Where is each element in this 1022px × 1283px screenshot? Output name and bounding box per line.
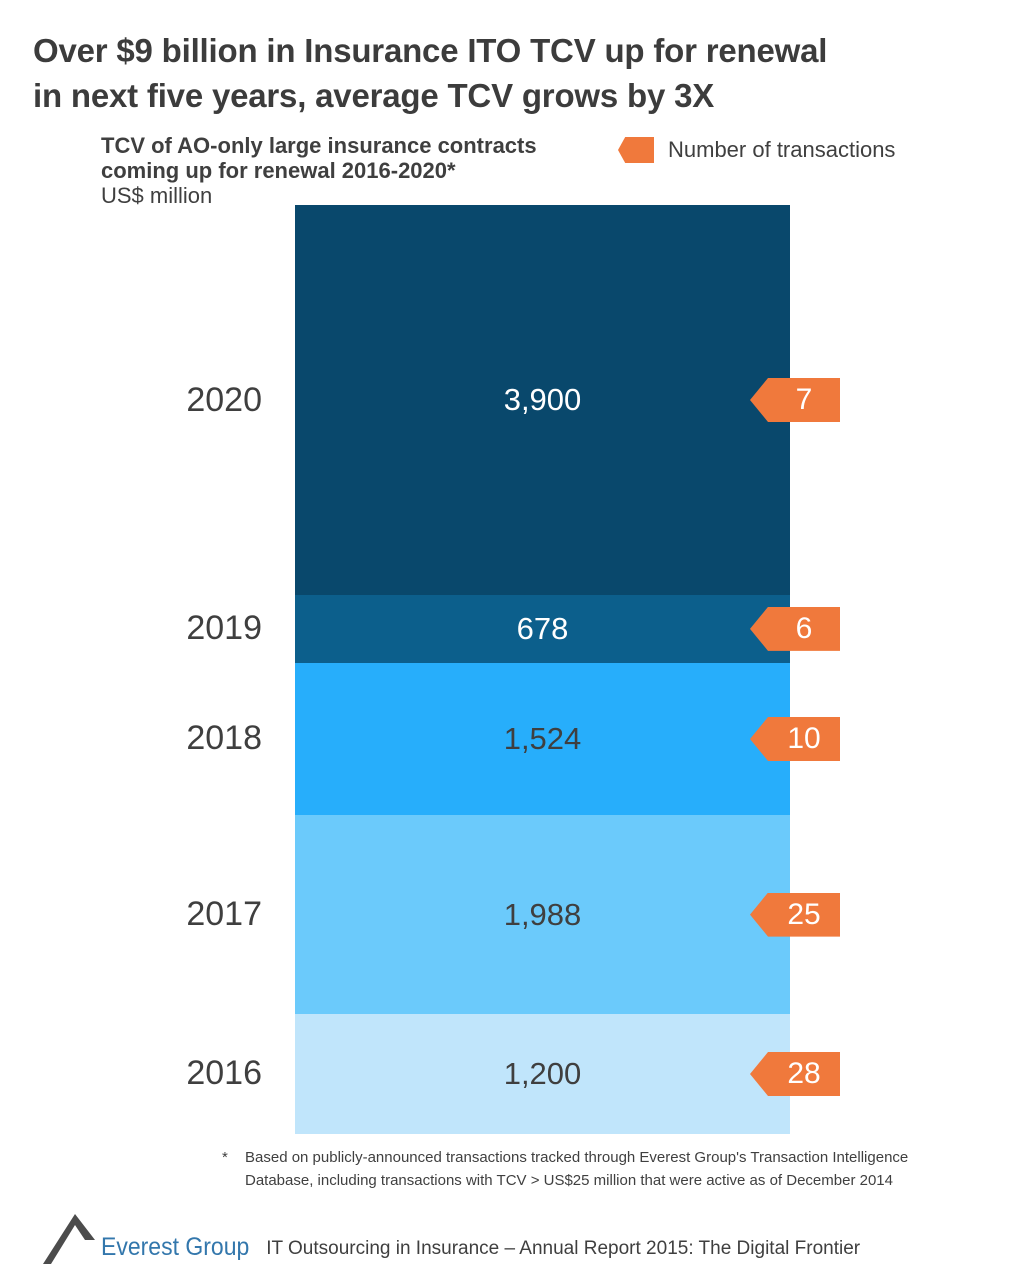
chart-row-2017: 2017 1,988 25 (0, 815, 1022, 1014)
tcv-value-label: 1,524 (503, 720, 582, 756)
year-label: 2020 (186, 380, 262, 419)
mountain-peak-logo-icon (43, 1214, 95, 1264)
report-title: IT Outsourcing in Insurance – Annual Rep… (266, 1238, 861, 1259)
bar-segment-2018: 1,524 10 (295, 662, 840, 816)
chart-row-2018: 2018 1,524 10 (0, 662, 1022, 816)
transactions-count: 28 (787, 1056, 821, 1090)
transactions-count: 6 (795, 611, 813, 645)
everest-group-logo-text: Everest Group (101, 1233, 250, 1261)
chart-unit-label: US$ million (101, 183, 213, 208)
transactions-badge: 7 (750, 378, 840, 422)
bar-segment-2016: 1,200 28 (295, 1013, 840, 1134)
bar-segment-2020: 3,900 7 (295, 205, 840, 595)
legend: Number of transactions (618, 137, 895, 163)
transactions-count: 7 (795, 383, 813, 416)
tcv-value-label: 1,200 (503, 1055, 582, 1091)
footer: Everest Group IT Outsourcing in Insuranc… (43, 1212, 860, 1266)
legend-label: Number of transactions (668, 137, 896, 162)
footnote-marker: * (222, 1149, 228, 1166)
transactions-arrow-icon (618, 137, 654, 163)
page-title-line-1: Over $9 billion in Insurance ITO TCV up … (33, 32, 828, 69)
chart-subtitle-line-1: TCV of AO-only large insurance contracts (101, 133, 537, 158)
tcv-value-label: 3,900 (503, 382, 582, 417)
chart-subtitle: TCV of AO-only large insurance contracts… (101, 133, 537, 208)
bar-segment-2019: 678 6 (295, 595, 840, 663)
page-title: Over $9 billion in Insurance ITO TCV up … (33, 28, 827, 118)
footnote-line-2: Database, including transactions with TC… (245, 1172, 893, 1189)
year-label: 2016 (186, 1054, 262, 1093)
stacked-bar-chart: 2020 3,900 7 2019 678 6 2018 1,524 (0, 205, 1022, 1134)
chart-subtitle-line-2: coming up for renewal 2016-2020* (101, 158, 456, 183)
chart-row-2020: 2020 3,900 7 (0, 205, 1022, 595)
chart-row-2016: 2016 1,200 28 (0, 1013, 1022, 1134)
page-title-line-2: in next five years, average TCV grows by… (33, 77, 715, 114)
footnote: * Based on publicly-announced transactio… (222, 1146, 908, 1192)
year-label: 2017 (186, 895, 262, 934)
footnote-line-1: Based on publicly-announced transactions… (245, 1149, 909, 1166)
year-label: 2019 (186, 609, 262, 648)
transactions-count: 10 (787, 721, 821, 755)
transactions-badge: 10 (750, 716, 840, 761)
transactions-badge: 25 (750, 892, 840, 937)
footnote-text: Based on publicly-announced transactions… (245, 1146, 908, 1192)
transactions-badge: 6 (750, 606, 840, 651)
transactions-badge: 28 (750, 1051, 840, 1096)
tcv-value-label: 1,988 (503, 896, 582, 932)
bar-segment-2017: 1,988 25 (295, 815, 840, 1014)
year-label: 2018 (186, 719, 262, 758)
chart-row-2019: 2019 678 6 (0, 595, 1022, 663)
tcv-value-label: 678 (516, 610, 569, 646)
transactions-count: 25 (787, 897, 821, 931)
